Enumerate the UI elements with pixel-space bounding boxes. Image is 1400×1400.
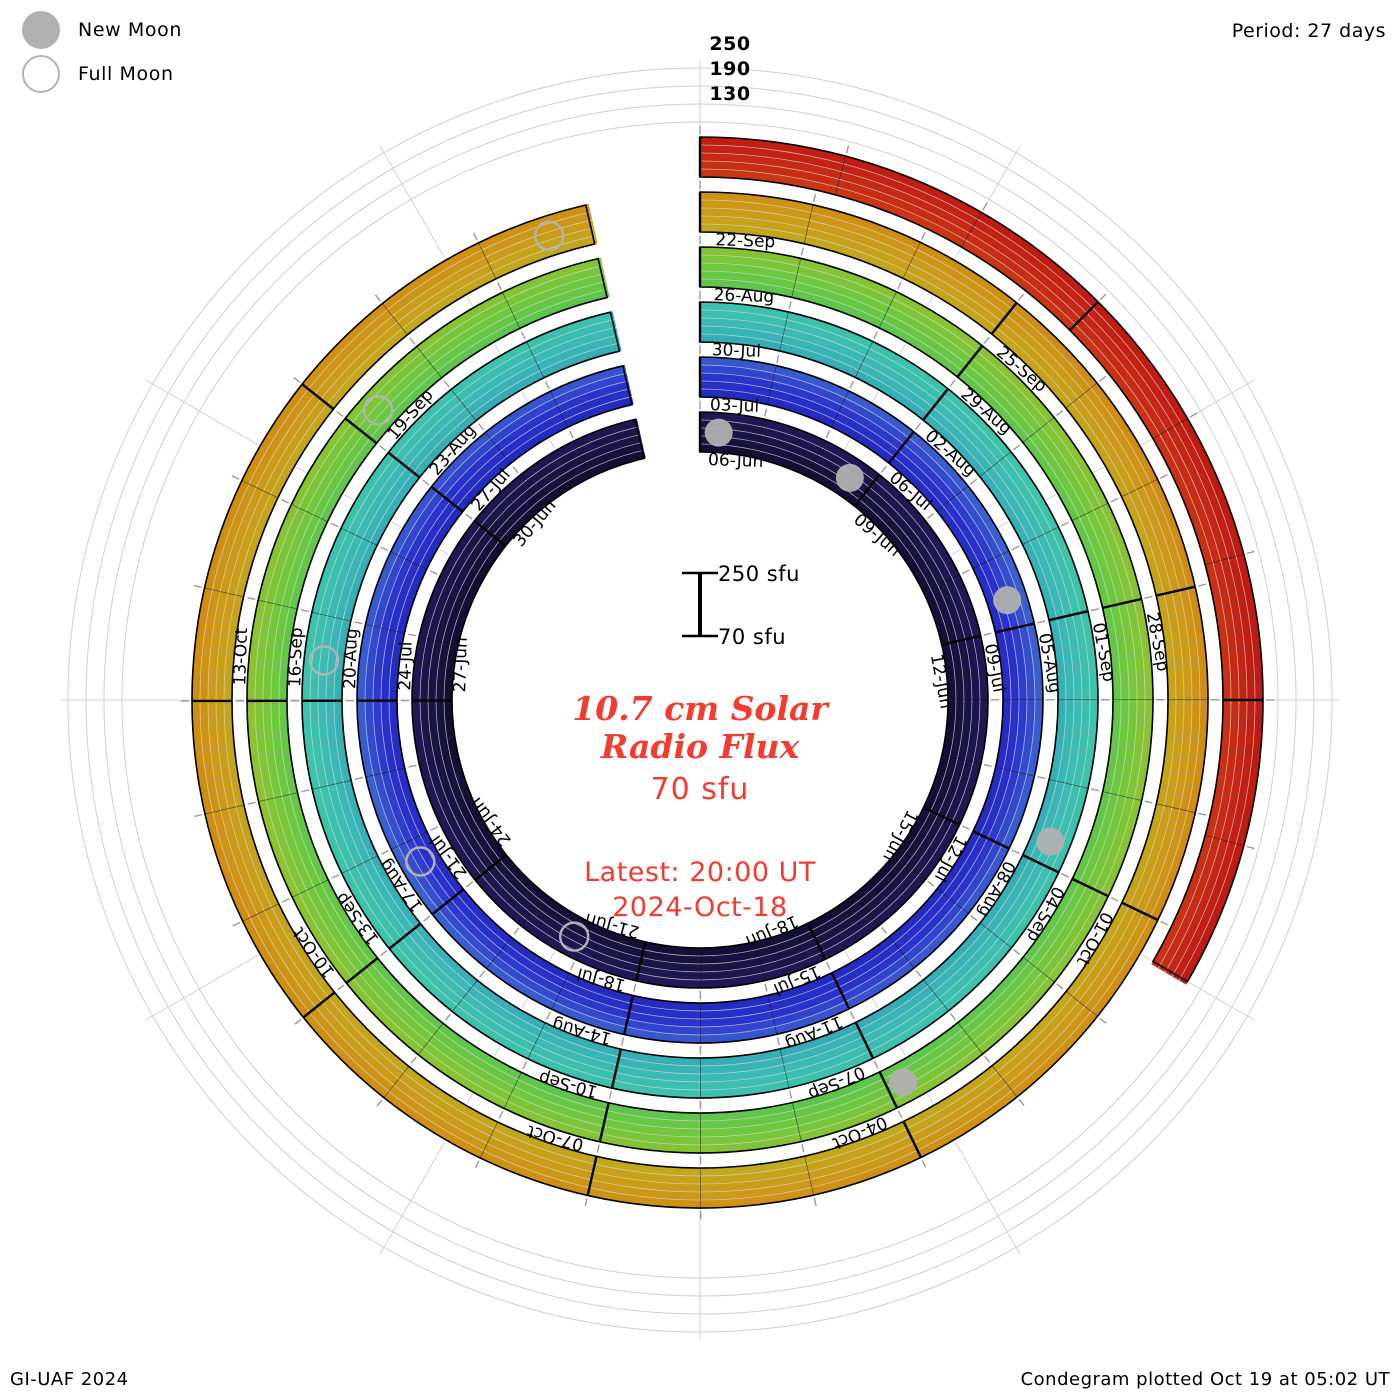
title-line-1: 10.7 cm Solar	[572, 689, 828, 728]
scale-tick-130: 130	[709, 83, 751, 105]
full-moon-marker	[405, 846, 436, 877]
page-title: 10.7 cm Solar Radio Flux	[430, 690, 970, 766]
ring-date-label: 03-Jul	[710, 395, 760, 417]
footer-credit: GI-UAF 2024	[10, 1369, 129, 1390]
full-moon-icon	[22, 55, 60, 93]
scale-tick-190: 190	[709, 58, 751, 80]
ring-date-label: 30-Jul	[711, 340, 761, 362]
full-moon-marker	[363, 395, 394, 426]
new-moon-marker	[1036, 827, 1065, 856]
full-moon-marker	[533, 220, 565, 252]
legend-label-full-moon: Full Moon	[78, 63, 174, 85]
ring-date-label: 24-Jul	[395, 641, 417, 691]
new-moon-marker	[835, 463, 864, 492]
legend-label-new-moon: New Moon	[78, 19, 182, 41]
period-label: Period: 27 days	[1231, 20, 1386, 42]
new-moon-marker	[993, 586, 1022, 615]
full-moon-marker	[308, 645, 340, 676]
new-moon-marker	[704, 418, 733, 447]
ring-date-label: 26-Aug	[713, 285, 774, 307]
legend-item-full-moon: Full Moon	[22, 52, 182, 96]
latest-date: 2024-Oct-18	[612, 892, 788, 923]
ring-date-label: 27-Jun	[450, 637, 472, 693]
moon-legend: New Moon Full Moon	[22, 8, 182, 96]
latest-time: Latest: 20:00 UT	[584, 857, 816, 888]
ring-date-label: 22-Sep	[715, 230, 775, 252]
current-value: 70 sfu	[650, 772, 750, 807]
legend-item-new-moon: New Moon	[22, 8, 182, 52]
title-line-2: Radio Flux	[600, 727, 800, 766]
latest-observation: Latest: 20:00 UT 2024-Oct-18	[430, 855, 970, 925]
scale-bar-bottom-label: 70 sfu	[718, 625, 787, 649]
scale-tick-250: 250	[709, 33, 751, 55]
radial-scale-ticks: 250 190 130	[700, 32, 760, 107]
footer-plot-time: Condegram plotted Oct 19 at 05:02 UT	[1020, 1369, 1390, 1390]
ring-date-label: 13-Oct	[230, 627, 252, 686]
scale-bar-top-label: 250 sfu	[718, 562, 800, 586]
new-moon-marker	[889, 1068, 918, 1097]
ring-date-label: 06-Jun	[708, 450, 764, 472]
ring-date-label: 16-Sep	[285, 627, 307, 687]
full-moon-marker	[558, 921, 590, 952]
ring-date-label: 20-Aug	[340, 628, 362, 689]
new-moon-icon	[22, 11, 60, 49]
